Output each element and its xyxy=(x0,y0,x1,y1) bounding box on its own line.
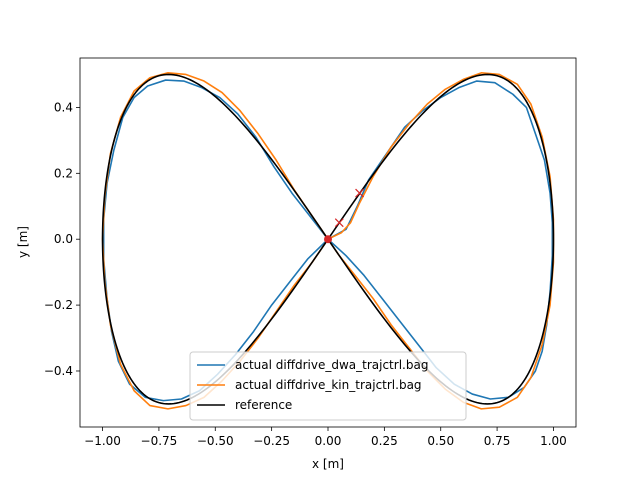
x-tick-label: 0.75 xyxy=(484,434,511,448)
y-tick-label: 0.2 xyxy=(54,166,73,180)
legend-entry: actual diffdrive_dwa_trajctrl.bag xyxy=(235,358,428,372)
legend-entry: actual diffdrive_kin_trajctrl.bag xyxy=(235,378,422,392)
y-axis-label: y [m] xyxy=(16,226,30,258)
x-tick-label: −0.25 xyxy=(253,434,290,448)
legend-box xyxy=(189,351,467,421)
y-tick-label: 0.4 xyxy=(54,100,73,114)
x-tick-label: −1.00 xyxy=(84,434,121,448)
y-tick-label: 0.0 xyxy=(54,232,73,246)
cross-marker-1 xyxy=(334,218,344,228)
x-tick-label: 0.50 xyxy=(427,434,454,448)
legend: actual diffdrive_dwa_trajctrl.bagactual … xyxy=(189,351,467,421)
x-tick-label: 0.25 xyxy=(371,434,398,448)
x-tick-label: −0.75 xyxy=(141,434,178,448)
x-tick-label: 1.00 xyxy=(540,434,567,448)
series-line-1 xyxy=(102,79,554,402)
y-axis: −0.4 −0.2 0.0 0.2 0.4 xyxy=(44,100,80,378)
origin-marker xyxy=(324,235,332,244)
cross-marker-2 xyxy=(355,188,364,198)
x-axis: −1.00 −0.75 −0.50 −0.25 0.00 0.25 0.50 0.75 1.00 xyxy=(84,427,567,448)
y-tick-label: −0.2 xyxy=(44,298,73,312)
x-tick-label: −0.50 xyxy=(197,434,234,448)
legend-entry: reference xyxy=(235,398,292,412)
x-tick-label: 0.00 xyxy=(315,434,342,448)
x-axis-label: x [m] xyxy=(312,457,344,471)
y-tick-label: −0.4 xyxy=(44,364,73,378)
